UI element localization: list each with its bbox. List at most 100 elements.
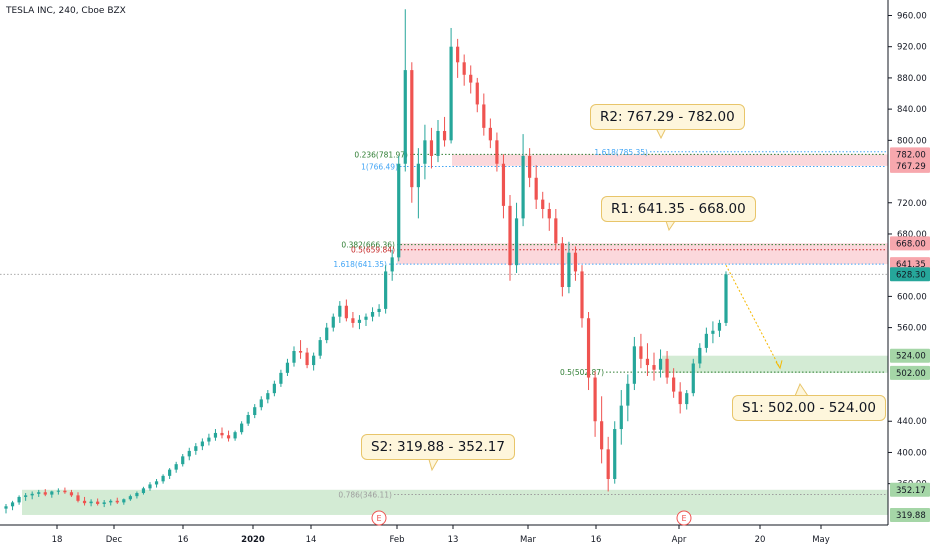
- zones-layer: [22, 154, 888, 515]
- price-tag-label: 628.30: [896, 270, 926, 280]
- candle-body: [416, 163, 420, 188]
- candle-body: [508, 205, 512, 266]
- candle-body: [704, 333, 708, 348]
- candle-body: [109, 500, 113, 503]
- candle-body: [298, 351, 303, 353]
- zone-s1: [662, 355, 888, 373]
- y-tick-label: 920.00: [897, 43, 927, 53]
- candle-body: [318, 340, 322, 356]
- candle-body: [495, 140, 499, 164]
- candle-body: [397, 163, 401, 258]
- candle-body: [279, 372, 283, 384]
- candle-body: [56, 490, 60, 492]
- x-tick-label: 16: [591, 535, 602, 545]
- candle-body: [403, 70, 407, 164]
- candle-body: [672, 377, 676, 392]
- candles-layer: [4, 9, 728, 514]
- candle-body: [541, 199, 545, 209]
- callout-s1-pointer: [794, 382, 809, 397]
- candle-body: [82, 500, 87, 504]
- candle-body: [344, 305, 348, 319]
- y-tick-label: 800.00: [897, 136, 927, 146]
- candle-body: [115, 500, 119, 503]
- earnings-circle: [371, 510, 387, 526]
- x-tick-label: May: [812, 535, 830, 545]
- candle-body: [253, 407, 257, 415]
- fib-label: 1.618(641.35): [333, 260, 387, 269]
- zone-r2: [452, 154, 888, 166]
- candle-body: [534, 177, 538, 200]
- y-tick-label: 440.00: [897, 417, 927, 427]
- y-tick-label: 560.00: [897, 324, 927, 334]
- candle-body: [331, 316, 335, 328]
- x-tick-label: Mar: [520, 535, 537, 545]
- x-tick-label: Dec: [106, 535, 123, 545]
- candle-body: [606, 449, 610, 479]
- candle-body: [501, 163, 506, 206]
- candle-body: [658, 358, 663, 370]
- candle-body: [135, 493, 139, 497]
- candle-body: [390, 257, 394, 272]
- candle-body: [226, 435, 231, 439]
- y-tick-label: 400.00: [897, 448, 927, 458]
- candle-body: [364, 316, 368, 320]
- candle-body: [586, 318, 591, 378]
- chart-header: TESLA INC, 240, Cboe BZX: [6, 6, 126, 16]
- candle-body: [233, 432, 237, 439]
- earnings-letter: E: [376, 514, 381, 523]
- price-tag: [890, 348, 930, 363]
- candle-body: [613, 429, 617, 479]
- price-tag-label: 782.00: [896, 150, 926, 160]
- price-tag-label: 641.35: [896, 260, 926, 270]
- candle-body: [305, 352, 309, 366]
- candle-body: [528, 155, 532, 178]
- candle-body: [698, 347, 702, 364]
- x-tick-label: Apr: [672, 535, 687, 545]
- candle-body: [632, 346, 636, 384]
- candle-body: [370, 312, 375, 317]
- y-tick-label: 880.00: [897, 74, 927, 84]
- x-tick-label: Feb: [389, 535, 404, 545]
- candle-body: [89, 501, 93, 504]
- candle-body: [442, 130, 447, 141]
- y-tick-label: 720.00: [897, 199, 927, 209]
- candle-body: [521, 155, 525, 219]
- price-tag: [890, 236, 930, 251]
- candle-body: [436, 130, 440, 156]
- candle-body: [547, 209, 551, 219]
- price-tag: [890, 507, 930, 522]
- candle-body: [429, 140, 434, 156]
- candle-body: [272, 383, 276, 394]
- candle-body: [148, 484, 152, 489]
- candle-body: [292, 351, 296, 363]
- candle-body: [37, 492, 41, 494]
- candle-body: [122, 499, 126, 503]
- price-tag-label: 502.00: [896, 369, 926, 379]
- candle-body: [69, 492, 74, 496]
- candle-body: [678, 391, 682, 405]
- candle-body: [76, 495, 80, 501]
- candle-body: [24, 495, 28, 497]
- candle-body: [423, 140, 427, 164]
- projection-line: [725, 264, 781, 369]
- y-tick-label: 840.00: [897, 105, 927, 115]
- candle-body: [285, 362, 290, 373]
- candle-body: [246, 415, 250, 424]
- candle-body: [96, 501, 100, 504]
- earnings-letter: E: [681, 514, 686, 523]
- candle-body: [475, 82, 479, 105]
- candle-body: [456, 46, 460, 63]
- candle-body: [220, 432, 224, 436]
- candle-body: [351, 318, 355, 323]
- candle-body: [593, 377, 597, 422]
- price-tag: [890, 482, 930, 497]
- x-tick-label: 14: [306, 535, 317, 545]
- candle-body: [200, 441, 204, 447]
- candle-body: [652, 365, 656, 370]
- zone-r1: [397, 243, 888, 265]
- fib-label: 0.236(781.97): [354, 150, 408, 159]
- price-tag: [890, 147, 930, 162]
- candle-body: [665, 358, 669, 378]
